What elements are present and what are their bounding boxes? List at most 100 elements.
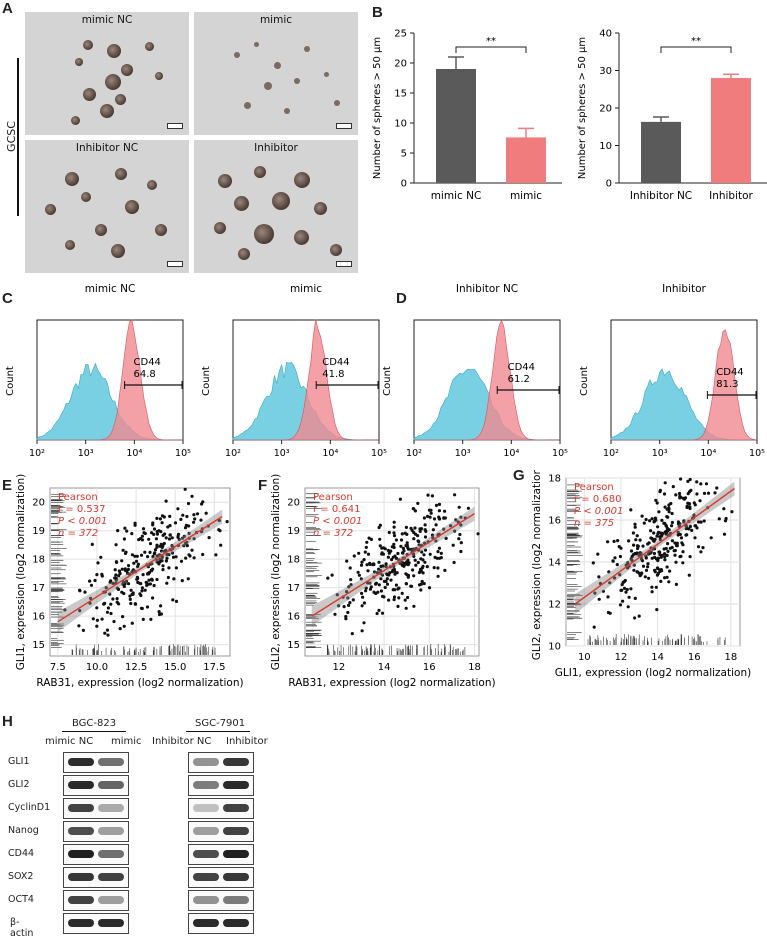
data-point	[160, 545, 164, 549]
data-point	[626, 605, 630, 609]
data-point	[416, 560, 420, 565]
data-point	[635, 570, 639, 574]
data-point	[428, 515, 432, 519]
protein-band	[193, 827, 219, 835]
x-tick-label: 12	[615, 652, 628, 663]
blot-strip	[63, 752, 129, 773]
data-point	[396, 551, 400, 556]
data-point	[722, 532, 727, 536]
data-point	[436, 566, 440, 570]
data-point	[392, 531, 396, 535]
data-point	[190, 548, 194, 552]
data-point	[144, 580, 148, 584]
data-point	[656, 532, 660, 536]
data-point	[606, 595, 610, 599]
data-point	[593, 591, 597, 595]
data-point	[378, 544, 382, 548]
stats-p: P < 0.001	[58, 516, 107, 527]
stats-n: n = 372	[58, 528, 98, 539]
blot-strip	[188, 798, 254, 819]
data-point	[204, 511, 208, 515]
data-point	[636, 546, 640, 551]
stats-method: Pearson	[58, 492, 98, 503]
confidence-band	[311, 506, 475, 627]
data-point	[422, 516, 426, 520]
histogram-title: Inhibitor NC	[456, 283, 518, 295]
data-point	[155, 577, 159, 582]
micrograph-caption: Inhibitor	[254, 142, 298, 154]
data-point	[434, 503, 439, 507]
data-point	[179, 559, 184, 563]
data-point	[666, 549, 670, 553]
data-point	[141, 617, 145, 621]
data-point	[155, 516, 159, 520]
data-point	[679, 554, 683, 558]
data-point	[680, 541, 684, 545]
group-underline	[186, 731, 250, 732]
data-point	[670, 520, 675, 525]
data-point	[117, 569, 121, 573]
y-tick-label: 16	[548, 516, 561, 527]
data-point	[663, 505, 667, 509]
data-point	[432, 566, 436, 570]
blot-strip	[63, 913, 129, 934]
data-point	[356, 570, 360, 574]
data-point	[385, 573, 389, 577]
data-point	[670, 511, 674, 516]
data-point	[409, 526, 413, 530]
data-point	[141, 527, 146, 531]
data-point	[372, 570, 377, 574]
data-point	[180, 579, 184, 583]
data-point	[673, 553, 677, 557]
data-point	[396, 587, 400, 591]
data-point	[109, 611, 113, 616]
protein-band	[68, 873, 94, 881]
y-tick-label: 18	[548, 474, 561, 485]
data-point	[426, 493, 430, 497]
data-point	[129, 588, 133, 592]
y-axis-label: Number of spheres > 50 μm	[372, 37, 383, 179]
data-point	[653, 570, 657, 574]
x-tick-label: 10²	[225, 448, 241, 459]
data-point	[693, 536, 697, 540]
data-point	[185, 544, 189, 548]
data-point	[89, 596, 93, 600]
data-point	[120, 559, 124, 563]
data-point	[662, 521, 666, 525]
protein-band	[193, 873, 219, 881]
data-point	[350, 632, 354, 636]
data-point	[417, 583, 422, 587]
data-point	[613, 556, 617, 560]
gate-value: 61.2	[508, 374, 530, 385]
data-point	[363, 550, 367, 554]
data-point	[93, 578, 97, 583]
data-point	[333, 612, 337, 616]
data-point	[663, 555, 667, 559]
data-point	[389, 578, 393, 582]
data-point	[658, 537, 662, 542]
data-point	[148, 550, 152, 554]
data-point	[186, 501, 191, 506]
data-point	[130, 553, 134, 557]
data-point	[108, 592, 112, 596]
y-tick-label: 40	[599, 29, 612, 40]
data-point	[665, 575, 669, 579]
data-point	[128, 594, 132, 598]
data-point	[428, 552, 432, 556]
data-point	[145, 605, 150, 609]
data-point	[134, 559, 139, 563]
data-point	[347, 585, 351, 589]
data-point	[138, 592, 142, 596]
data-point	[449, 524, 453, 528]
micrograph-mimic-nc: mimic NC	[25, 12, 189, 135]
data-point	[165, 556, 169, 560]
data-point	[385, 582, 390, 586]
data-point	[193, 517, 197, 521]
data-point	[688, 524, 693, 529]
data-point	[151, 596, 155, 600]
data-point	[396, 604, 400, 608]
x-tick-label: 10³	[78, 448, 94, 459]
data-point	[157, 529, 161, 533]
data-point	[629, 587, 633, 591]
data-point	[121, 615, 125, 619]
